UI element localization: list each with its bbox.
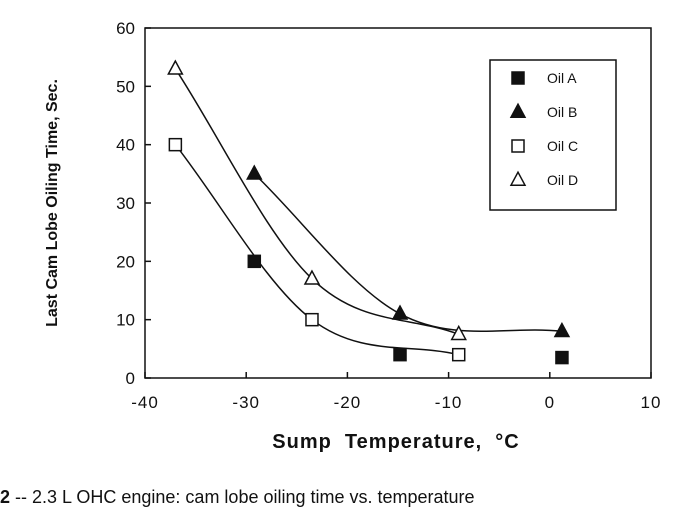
legend-item-oil-a: Oil A [511, 70, 577, 86]
oil-d-point [450, 324, 467, 341]
x-tick-label: -40 [131, 393, 159, 412]
axis-ticks: -40 -30 -20 -10 0 10 0 10 20 30 40 50 60 [116, 19, 662, 412]
oil-d-curve [174, 68, 459, 336]
y-axis-title: Last Cam Lobe Oiling Time, Sec. [44, 79, 61, 327]
oil-c-point [305, 312, 319, 327]
oil-b-point [553, 321, 571, 338]
legend-marker [511, 71, 525, 85]
x-tick-label: -30 [232, 393, 260, 412]
oil-c-point [168, 137, 183, 152]
legend-label: Oil D [547, 172, 578, 188]
legend-label: Oil C [547, 138, 578, 154]
oil-b-point [391, 304, 409, 320]
legend-marker [509, 170, 527, 186]
legend-label: Oil A [547, 70, 577, 86]
legend-marker [509, 102, 527, 118]
y-tick-label: 60 [116, 19, 135, 38]
oil-a-point [555, 350, 569, 365]
oil-c-point [451, 347, 466, 362]
y-tick-label: 30 [116, 194, 135, 213]
y-tick-label: 0 [126, 369, 135, 388]
legend: Oil A Oil B Oil C Oil D [489, 59, 617, 211]
x-tick-label: 0 [545, 393, 555, 412]
legend-marker [511, 139, 525, 153]
y-tick-label: 40 [116, 136, 135, 155]
x-axis-title: Sump Temperature, °C [272, 431, 519, 453]
oil-d-point [303, 269, 321, 285]
x-tick-label: 10 [641, 393, 662, 412]
y-tick-label: 20 [116, 252, 135, 271]
chart: -40 -30 -20 -10 0 10 0 10 20 30 40 50 60 Sump Temper… [44, 19, 662, 453]
legend-item-oil-d: Oil D [509, 170, 578, 188]
oil-d-point [167, 59, 184, 75]
legend-item-oil-b: Oil B [509, 102, 577, 120]
legend-label: Oil B [547, 104, 577, 120]
oil-a-point [393, 347, 407, 362]
figure-caption: 2 -- 2.3 L OHC engine: cam lobe oiling t… [0, 487, 475, 508]
caption-number: 2 [0, 487, 11, 507]
x-tick-label: -10 [435, 393, 463, 412]
y-tick-label: 10 [116, 311, 135, 330]
legend-item-oil-c: Oil C [511, 138, 578, 154]
oil-a-point [247, 254, 262, 269]
x-tick-label: -20 [334, 393, 362, 412]
oil-b-point [246, 164, 263, 180]
caption-text: -- 2.3 L OHC engine: cam lobe oiling tim… [10, 487, 475, 507]
data-points [167, 59, 571, 365]
y-tick-label: 50 [116, 77, 135, 96]
